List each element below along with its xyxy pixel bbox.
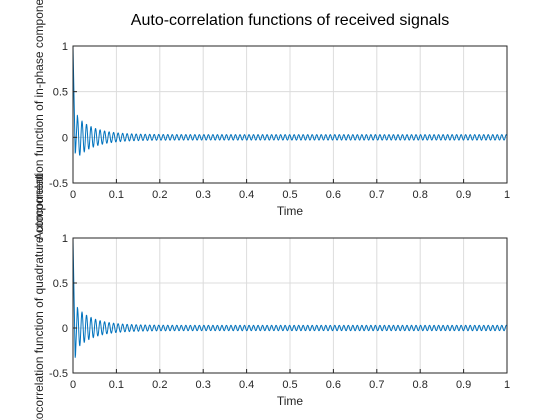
quadrature-y-tick-label: 1	[62, 233, 68, 245]
in-phase-x-tick-label: 0.3	[196, 189, 211, 201]
quadrature-x-tick-label: 0.3	[196, 379, 211, 391]
in-phase-x-tick-label: 0.8	[413, 189, 428, 201]
quadrature-x-tick-label: 0.8	[413, 379, 428, 391]
in-phase-y-tick-label: -0.5	[49, 178, 68, 190]
in-phase-y-axis-label: Autocorrelation function of in-phase com…	[32, 0, 46, 240]
quadrature-y-tick-label: -0.5	[49, 368, 68, 380]
in-phase-y-tick-label: 1	[62, 41, 68, 53]
in-phase-x-axis-label: Time	[277, 204, 304, 218]
in-phase-y-tick-label: 0.5	[53, 87, 68, 99]
in-phase-x-tick-label: 0.2	[152, 189, 167, 201]
quadrature-x-tick-label: 0	[70, 379, 76, 391]
figure-title: Auto-correlation functions of received s…	[131, 12, 449, 29]
quadrature-y-tick-label: 0	[62, 323, 68, 335]
in-phase-x-tick-label: 0.1	[109, 189, 124, 201]
in-phase-x-tick-label: 0.7	[369, 189, 384, 201]
in-phase-x-tick-label: 0	[70, 189, 76, 201]
subplot-quadrature: 0 0.1 0.2 0.3 0.4 0.5 0.6 0.7 0.8 0.9 1-0.500.51 T…	[32, 173, 510, 420]
quadrature-autocorrelation-line	[72, 237, 508, 358]
quadrature-x-tick-label: 1	[504, 379, 510, 391]
in-phase-x-tick-label: 0.5	[282, 189, 297, 201]
subplot-in-phase: 0 0.1 0.2 0.3 0.4 0.5 0.6 0.7 0.8 0.9 1-0.500.51 T…	[32, 0, 510, 240]
in-phase-x-tick-label: 0.9	[456, 189, 471, 201]
quadrature-x-tick-label: 0.6	[326, 379, 341, 391]
quadrature-x-tick-label: 0.1	[109, 379, 124, 391]
quadrature-x-tick-label: 0.7	[369, 379, 384, 391]
quadrature-y-tick-label: 0.5	[53, 278, 68, 290]
quadrature-x-tick-label: 0.9	[456, 379, 471, 391]
quadrature-y-axis-label: Autocorrelation function of quadrature c…	[32, 173, 46, 420]
quadrature-x-axis-label: Time	[277, 394, 304, 408]
quadrature-x-tick-label: 0.5	[282, 379, 297, 391]
in-phase-y-tick-label: 0	[62, 132, 68, 144]
in-phase-x-tick-label: 0.6	[326, 189, 341, 201]
quadrature-x-tick-label: 0.2	[152, 379, 167, 391]
in-phase-x-tick-label: 0.4	[239, 189, 254, 201]
quadrature-x-tick-label: 0.4	[239, 379, 254, 391]
in-phase-x-tick-label: 1	[504, 189, 510, 201]
in-phase-autocorrelation-line	[72, 45, 508, 156]
